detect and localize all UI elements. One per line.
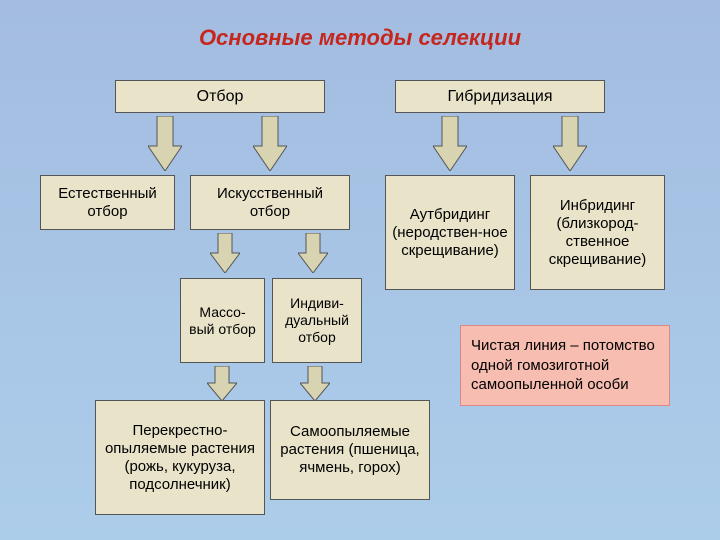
arrow-gibrid-autb <box>433 116 467 171</box>
box-isk: Искусственный отбор <box>190 175 350 230</box>
box-gibrid: Гибридизация <box>395 80 605 113</box>
box-otbor: Отбор <box>115 80 325 113</box>
arrow-isk-indiv <box>298 233 328 273</box>
box-self: Самоопыляемые растения (пшеница, ячмень,… <box>270 400 430 500</box>
arrow-gibrid-inbr <box>553 116 587 171</box>
arrow-isk-mass <box>210 233 240 273</box>
box-indiv: Индиви-дуальный отбор <box>272 278 362 363</box>
page-title: Основные методы селекции <box>0 25 720 51</box>
box-est: Естественный отбор <box>40 175 175 230</box>
box-mass: Массо-вый отбор <box>180 278 265 363</box>
box-cross: Перекрестно-опыляемые растения (рожь, ку… <box>95 400 265 515</box>
arrow-otbor-est <box>148 116 182 171</box>
arrow-mass-cross <box>207 366 237 401</box>
arrow-otbor-isk <box>253 116 287 171</box>
box-inbr: Инбридинг (близкород-ственное скрещивани… <box>530 175 665 290</box>
arrow-indiv-self <box>300 366 330 401</box>
box-autb: Аутбридинг (неродствен-ное скрещивание) <box>385 175 515 290</box>
note-pure-line: Чистая линия – потомство одной гомозигот… <box>460 325 670 406</box>
